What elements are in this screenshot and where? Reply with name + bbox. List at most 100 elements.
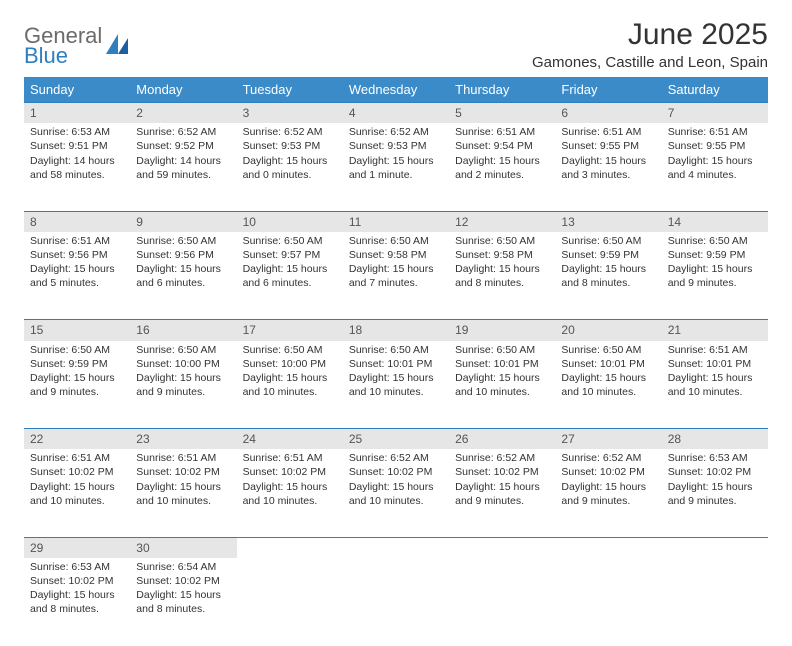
daylight-line: Daylight: 15 hours and 10 minutes.: [136, 480, 230, 508]
day-number-row: 22232425262728: [24, 429, 768, 450]
day-number: 12: [449, 211, 555, 232]
day-content-row: Sunrise: 6:51 AMSunset: 9:56 PMDaylight:…: [24, 232, 768, 320]
day-cell: Sunrise: 6:51 AMSunset: 10:02 PMDaylight…: [130, 449, 236, 537]
day-cell: [662, 558, 768, 646]
daylight-line: Daylight: 15 hours and 2 minutes.: [455, 154, 549, 182]
daylight-line: Daylight: 15 hours and 10 minutes.: [243, 480, 337, 508]
day-cell: Sunrise: 6:53 AMSunset: 9:51 PMDaylight:…: [24, 123, 130, 211]
day-number-row: 1234567: [24, 103, 768, 124]
sunset-line: Sunset: 10:01 PM: [561, 357, 655, 371]
daylight-line: Daylight: 15 hours and 9 minutes.: [455, 480, 549, 508]
day-cell-body: Sunrise: 6:50 AMSunset: 9:59 PMDaylight:…: [662, 232, 768, 297]
sunset-line: Sunset: 9:58 PM: [455, 248, 549, 262]
sunset-line: Sunset: 9:57 PM: [243, 248, 337, 262]
sunset-line: Sunset: 10:02 PM: [136, 465, 230, 479]
day-number: 8: [24, 211, 130, 232]
daylight-line: Daylight: 15 hours and 10 minutes.: [349, 480, 443, 508]
day-number: [237, 537, 343, 558]
month-title: June 2025: [532, 18, 768, 52]
day-cell: Sunrise: 6:50 AMSunset: 9:58 PMDaylight:…: [449, 232, 555, 320]
day-cell: Sunrise: 6:50 AMSunset: 9:59 PMDaylight:…: [24, 341, 130, 429]
daylight-line: Daylight: 15 hours and 10 minutes.: [349, 371, 443, 399]
header: General Blue June 2025 Gamones, Castille…: [24, 18, 768, 71]
sunrise-line: Sunrise: 6:50 AM: [243, 343, 337, 357]
sunrise-line: Sunrise: 6:50 AM: [561, 234, 655, 248]
day-cell-body: Sunrise: 6:51 AMSunset: 10:02 PMDaylight…: [237, 449, 343, 514]
sunrise-line: Sunrise: 6:53 AM: [30, 560, 124, 574]
day-number: 25: [343, 429, 449, 450]
title-block: June 2025 Gamones, Castille and Leon, Sp…: [532, 18, 768, 71]
day-cell-body: Sunrise: 6:50 AMSunset: 9:58 PMDaylight:…: [449, 232, 555, 297]
day-number: [449, 537, 555, 558]
daylight-line: Daylight: 15 hours and 3 minutes.: [561, 154, 655, 182]
daylight-line: Daylight: 15 hours and 4 minutes.: [668, 154, 762, 182]
daylight-line: Daylight: 15 hours and 9 minutes.: [668, 480, 762, 508]
sunrise-line: Sunrise: 6:51 AM: [30, 234, 124, 248]
daylight-line: Daylight: 15 hours and 5 minutes.: [30, 262, 124, 290]
day-number: 21: [662, 320, 768, 341]
daylight-line: Daylight: 15 hours and 8 minutes.: [136, 588, 230, 616]
day-content-row: Sunrise: 6:53 AMSunset: 9:51 PMDaylight:…: [24, 123, 768, 211]
sunrise-line: Sunrise: 6:51 AM: [668, 125, 762, 139]
daylight-line: Daylight: 15 hours and 6 minutes.: [243, 262, 337, 290]
location-subtitle: Gamones, Castille and Leon, Spain: [532, 54, 768, 71]
day-content-row: Sunrise: 6:51 AMSunset: 10:02 PMDaylight…: [24, 449, 768, 537]
sunset-line: Sunset: 9:55 PM: [561, 139, 655, 153]
day-content-row: Sunrise: 6:53 AMSunset: 10:02 PMDaylight…: [24, 558, 768, 646]
sunrise-line: Sunrise: 6:50 AM: [349, 234, 443, 248]
day-cell-body: Sunrise: 6:51 AMSunset: 10:02 PMDaylight…: [130, 449, 236, 514]
sunset-line: Sunset: 9:51 PM: [30, 139, 124, 153]
sunset-line: Sunset: 10:02 PM: [136, 574, 230, 588]
day-cell: [449, 558, 555, 646]
sunrise-line: Sunrise: 6:54 AM: [136, 560, 230, 574]
daylight-line: Daylight: 14 hours and 58 minutes.: [30, 154, 124, 182]
day-number: [343, 537, 449, 558]
day-number: 18: [343, 320, 449, 341]
sunset-line: Sunset: 9:56 PM: [30, 248, 124, 262]
day-cell-body: Sunrise: 6:53 AMSunset: 9:51 PMDaylight:…: [24, 123, 130, 188]
brand-text: General Blue: [24, 26, 102, 66]
sunset-line: Sunset: 9:59 PM: [30, 357, 124, 371]
day-number: 19: [449, 320, 555, 341]
day-number: 20: [555, 320, 661, 341]
day-number: 7: [662, 103, 768, 124]
day-cell: Sunrise: 6:51 AMSunset: 9:54 PMDaylight:…: [449, 123, 555, 211]
daylight-line: Daylight: 15 hours and 0 minutes.: [243, 154, 337, 182]
daylight-line: Daylight: 14 hours and 59 minutes.: [136, 154, 230, 182]
daylight-line: Daylight: 15 hours and 8 minutes.: [455, 262, 549, 290]
day-header: Sunday: [24, 77, 130, 103]
day-cell-body: Sunrise: 6:52 AMSunset: 10:02 PMDaylight…: [343, 449, 449, 514]
sunset-line: Sunset: 10:00 PM: [243, 357, 337, 371]
sunrise-line: Sunrise: 6:53 AM: [668, 451, 762, 465]
daylight-line: Daylight: 15 hours and 1 minute.: [349, 154, 443, 182]
sunrise-line: Sunrise: 6:52 AM: [561, 451, 655, 465]
day-cell: Sunrise: 6:50 AMSunset: 9:58 PMDaylight:…: [343, 232, 449, 320]
daylight-line: Daylight: 15 hours and 8 minutes.: [561, 262, 655, 290]
daylight-line: Daylight: 15 hours and 8 minutes.: [30, 588, 124, 616]
day-cell-body: Sunrise: 6:51 AMSunset: 9:54 PMDaylight:…: [449, 123, 555, 188]
day-number: 10: [237, 211, 343, 232]
sunrise-line: Sunrise: 6:51 AM: [243, 451, 337, 465]
day-number: 24: [237, 429, 343, 450]
day-cell: Sunrise: 6:52 AMSunset: 10:02 PMDaylight…: [343, 449, 449, 537]
sunset-line: Sunset: 9:53 PM: [349, 139, 443, 153]
sunset-line: Sunset: 9:56 PM: [136, 248, 230, 262]
day-cell: [343, 558, 449, 646]
day-number: 29: [24, 537, 130, 558]
daylight-line: Daylight: 15 hours and 10 minutes.: [455, 371, 549, 399]
day-cell-body: Sunrise: 6:54 AMSunset: 10:02 PMDaylight…: [130, 558, 236, 623]
day-cell: Sunrise: 6:50 AMSunset: 9:59 PMDaylight:…: [662, 232, 768, 320]
day-number: 4: [343, 103, 449, 124]
sunrise-line: Sunrise: 6:50 AM: [349, 343, 443, 357]
sunrise-line: Sunrise: 6:52 AM: [349, 125, 443, 139]
day-cell: Sunrise: 6:50 AMSunset: 10:01 PMDaylight…: [343, 341, 449, 429]
day-cell: Sunrise: 6:51 AMSunset: 9:55 PMDaylight:…: [555, 123, 661, 211]
day-header: Wednesday: [343, 77, 449, 103]
day-cell-body: Sunrise: 6:52 AMSunset: 10:02 PMDaylight…: [555, 449, 661, 514]
daylight-line: Daylight: 15 hours and 10 minutes.: [243, 371, 337, 399]
sunrise-line: Sunrise: 6:50 AM: [455, 343, 549, 357]
sunrise-line: Sunrise: 6:50 AM: [30, 343, 124, 357]
day-cell-body: Sunrise: 6:50 AMSunset: 9:59 PMDaylight:…: [555, 232, 661, 297]
sunset-line: Sunset: 10:00 PM: [136, 357, 230, 371]
sunset-line: Sunset: 9:53 PM: [243, 139, 337, 153]
